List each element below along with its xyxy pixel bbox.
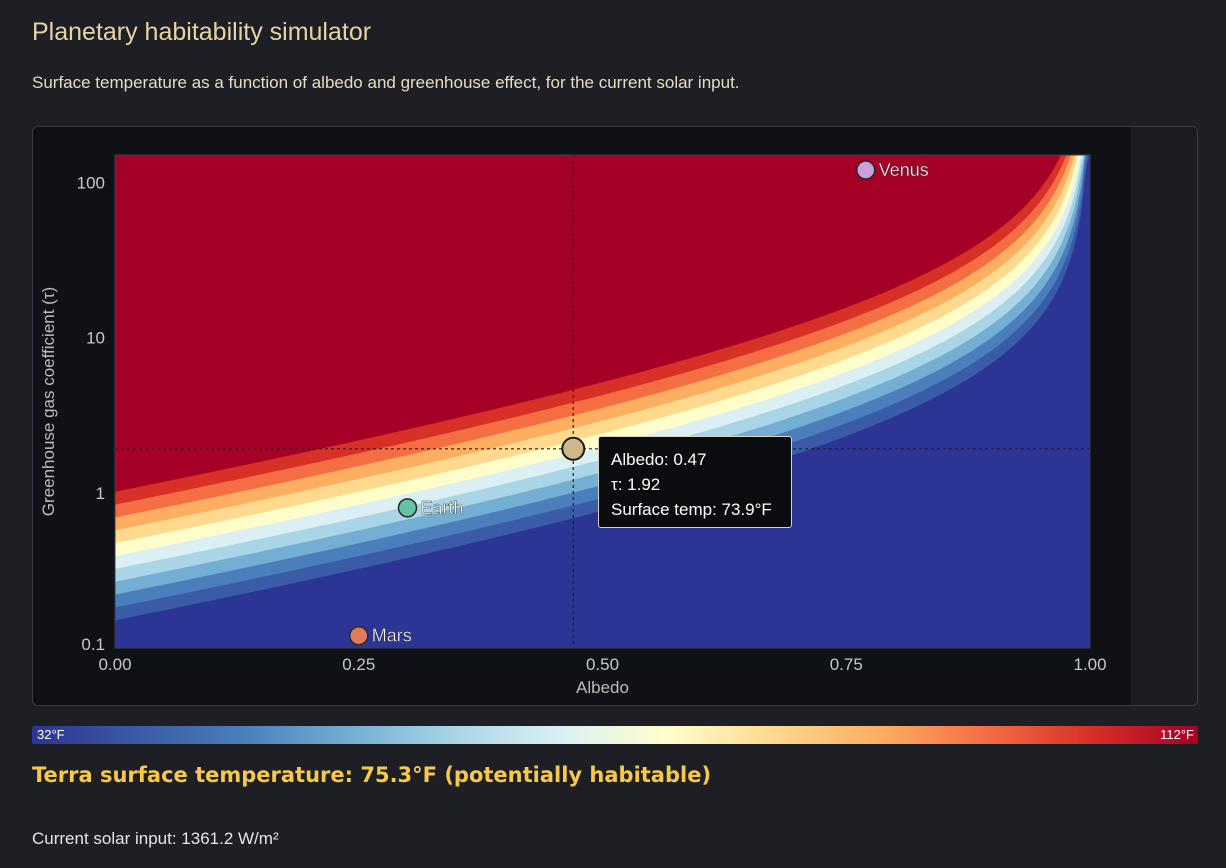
cursor-marker [561,436,586,461]
x-tick-label: 0.50 [586,655,619,674]
heatmap-bands [115,155,1090,648]
planet-marker-earth [397,498,418,518]
plot-margin [1131,127,1197,705]
x-axis-title: Albedo [576,678,629,697]
band-0 [115,155,1090,648]
y-axis-title: Greenhouse gas coefficient (τ) [39,287,58,516]
planet-marker-mars [349,625,369,646]
tooltip-temp: Surface temp: 73.9°F [611,500,772,519]
x-tick-label: 0.00 [98,655,131,674]
hover-tooltip: Albedo: 0.47 τ: 1.92 Surface temp: 73.9°… [598,436,792,528]
colorbar-max-label: 112°F [1160,727,1194,742]
y-tick-label: 1 [96,484,105,503]
y-tick-label: 0.1 [81,635,105,654]
habitability-result: Terra surface temperature: 75.3°F (poten… [32,763,712,787]
y-tick-label: 10 [86,329,105,348]
page-title: Planetary habitability simulator [32,18,372,46]
colorbar-gradient [32,726,1198,744]
planet-label-venus: Venus [879,160,929,180]
solar-input-readout: Current solar input: 1361.2 W/m² [32,829,279,848]
planet-label-mars: Mars [372,626,412,646]
heatmap-svg[interactable]: 0.00 0.25 0.50 0.75 1.00 0.1 1 10 100 Albedo Green… [33,127,1197,705]
temperature-colorbar [32,726,1198,744]
page-subtitle: Surface temperature as a function of alb… [32,73,740,92]
y-tick-label: 100 [77,173,105,192]
planet-label-earth: Earth [421,498,464,518]
plot-frame [114,154,1091,649]
tooltip-tau: τ: 1.92 [611,475,661,494]
colorbar-min-label: 32°F [37,727,65,742]
x-tick-label: 1.00 [1073,655,1106,674]
x-tick-label: 0.25 [342,655,375,674]
x-tick-label: 0.75 [830,655,863,674]
planet-marker-venus [856,160,876,180]
tooltip-albedo: Albedo: 0.47 [611,450,707,469]
habitability-plot[interactable]: 0.00 0.25 0.50 0.75 1.00 0.1 1 10 100 Albedo Green… [32,126,1198,706]
